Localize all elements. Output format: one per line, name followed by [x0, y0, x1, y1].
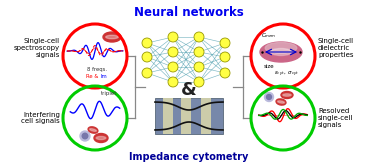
Circle shape [194, 47, 204, 57]
Ellipse shape [265, 43, 297, 53]
Circle shape [168, 47, 178, 57]
Text: Im: Im [101, 74, 107, 78]
Text: Single-cell
spectroscopy
signals: Single-cell spectroscopy signals [14, 38, 60, 58]
FancyBboxPatch shape [181, 98, 191, 134]
Circle shape [168, 32, 178, 42]
Circle shape [82, 133, 88, 139]
FancyBboxPatch shape [155, 98, 223, 134]
Ellipse shape [277, 101, 285, 103]
Text: Re &: Re & [86, 74, 98, 78]
Circle shape [251, 86, 315, 150]
Circle shape [63, 24, 127, 88]
Circle shape [265, 93, 274, 101]
Text: Neural networks: Neural networks [134, 6, 244, 19]
Ellipse shape [103, 32, 121, 42]
Ellipse shape [271, 49, 291, 55]
Text: Resolved
single-cell
signals: Resolved single-cell signals [318, 108, 353, 128]
Ellipse shape [88, 127, 98, 133]
Text: $C_{mem}$: $C_{mem}$ [261, 32, 277, 40]
Ellipse shape [106, 35, 118, 39]
Circle shape [194, 77, 204, 87]
Ellipse shape [283, 94, 291, 96]
Text: Interfering
cell signals: Interfering cell signals [21, 112, 60, 124]
FancyBboxPatch shape [201, 98, 211, 134]
Text: Single-cell
dielectric
properties: Single-cell dielectric properties [318, 38, 354, 58]
Circle shape [80, 131, 90, 141]
Circle shape [168, 62, 178, 72]
Circle shape [251, 24, 315, 88]
Text: 8 freqs.: 8 freqs. [87, 68, 107, 73]
Circle shape [220, 52, 230, 62]
Text: triplet: triplet [101, 92, 117, 96]
Circle shape [194, 32, 204, 42]
Ellipse shape [94, 134, 108, 142]
Text: size: size [264, 64, 274, 69]
Text: $\varepsilon_{cyt},\ \sigma_{cyt}$: $\varepsilon_{cyt},\ \sigma_{cyt}$ [274, 69, 300, 79]
Circle shape [194, 62, 204, 72]
Text: Impedance cytometry: Impedance cytometry [129, 152, 249, 162]
Circle shape [220, 68, 230, 78]
Circle shape [168, 77, 178, 87]
Circle shape [220, 38, 230, 48]
Ellipse shape [281, 92, 293, 98]
Circle shape [142, 68, 152, 78]
Ellipse shape [276, 99, 286, 105]
Ellipse shape [90, 129, 96, 131]
Circle shape [142, 52, 152, 62]
Circle shape [266, 95, 271, 99]
Ellipse shape [96, 136, 106, 140]
Ellipse shape [260, 42, 302, 62]
Circle shape [142, 38, 152, 48]
Text: &: & [181, 81, 197, 99]
Circle shape [63, 86, 127, 150]
FancyBboxPatch shape [163, 98, 173, 134]
